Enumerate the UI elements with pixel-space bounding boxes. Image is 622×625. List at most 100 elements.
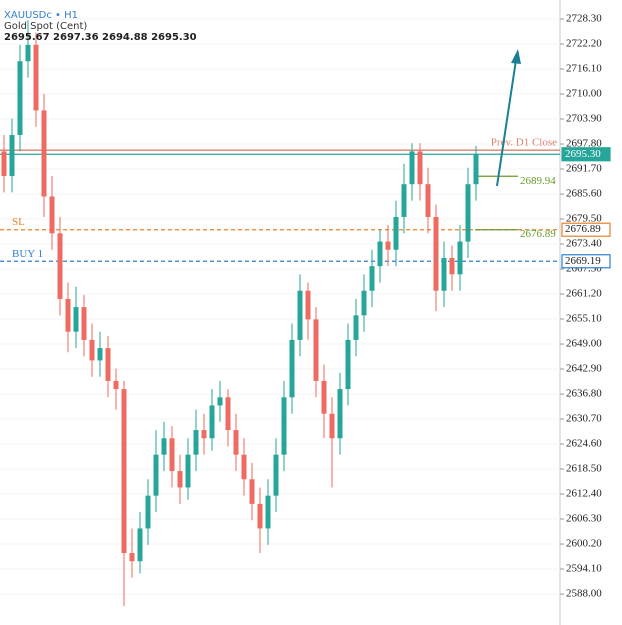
- candle-body: [217, 397, 223, 406]
- candle-body: [289, 339, 295, 398]
- candle-body: [457, 241, 463, 275]
- candle-body: [425, 184, 431, 217]
- y-tick-label: 2606.30: [566, 513, 602, 525]
- y-tick-label: 2673.40: [566, 238, 602, 250]
- candle-body: [321, 380, 327, 414]
- candle-body: [241, 454, 247, 480]
- candle-body: [369, 266, 375, 291]
- candle-body: [433, 216, 439, 291]
- candles: [1, 20, 479, 607]
- candle-body: [393, 216, 399, 250]
- candle-body: [209, 405, 215, 439]
- arrow-head: [511, 49, 521, 64]
- price-box: [561, 147, 611, 162]
- y-tick-label: 2618.50: [566, 463, 602, 475]
- candle-body: [41, 110, 47, 197]
- candle-body: [169, 438, 175, 472]
- y-tick-label: 2661.20: [566, 288, 602, 300]
- candle-body: [49, 196, 55, 234]
- candle-body: [57, 233, 63, 299]
- y-tick-label: 2655.10: [566, 313, 602, 325]
- candle-body: [65, 298, 71, 332]
- candle-body: [441, 257, 447, 291]
- y-tick-label: 2728.30: [566, 13, 602, 25]
- candle-body: [233, 430, 239, 455]
- y-tick-label: 2594.10: [566, 563, 602, 575]
- candle-body: [265, 495, 271, 529]
- y-tick-label: 2649.00: [566, 338, 602, 350]
- arrow: [496, 49, 521, 187]
- price-box-label: 2695.30: [565, 148, 601, 160]
- y-tick-label: 2600.20: [566, 538, 602, 550]
- candle-body: [337, 389, 343, 439]
- candle-body: [313, 319, 319, 381]
- y-tick-label: 2636.80: [566, 388, 602, 400]
- candle-body: [257, 503, 263, 529]
- price-box-label: 2669.19: [565, 255, 601, 267]
- candle-body: [89, 339, 95, 361]
- candle-body: [225, 397, 231, 431]
- candle-body: [25, 44, 31, 62]
- price-box: [561, 254, 611, 269]
- target-label: 2689.94: [520, 175, 556, 187]
- y-tick-label: 2691.70: [566, 163, 602, 175]
- symbol-subtitle: Gold Spot (Cent): [4, 21, 87, 32]
- y-tick-label: 2679.50: [566, 213, 602, 225]
- candle-body: [1, 151, 7, 176]
- candle-body: [305, 290, 311, 320]
- candle-body: [345, 339, 351, 390]
- target-label: 2676.89: [520, 228, 556, 240]
- y-tick-label: 2722.20: [566, 38, 602, 50]
- candle-body: [177, 471, 183, 488]
- candle-body: [129, 553, 135, 562]
- candle-body: [201, 430, 207, 439]
- candle-body: [409, 151, 415, 185]
- symbol-title: XAUUSDc • H1: [4, 10, 78, 21]
- candle-body: [353, 315, 359, 340]
- grid: [0, 18, 560, 595]
- candle-body: [161, 438, 167, 455]
- candle-body: [401, 184, 407, 217]
- candle-body: [417, 151, 423, 185]
- y-tick-label: 2685.60: [566, 188, 602, 200]
- y-tick-label: 2588.00: [566, 588, 602, 600]
- candle-body: [465, 184, 471, 242]
- candle-body: [193, 430, 199, 455]
- candle-body: [449, 257, 455, 275]
- candle-body: [473, 154, 479, 185]
- candle-body: [249, 479, 255, 504]
- y-tick-label: 2612.40: [566, 488, 602, 500]
- candle-body: [137, 528, 143, 562]
- price-lines: Prev. D1 Close SL BUY 1 2689.94 2676.89: [0, 137, 560, 262]
- candle-body: [361, 290, 367, 316]
- candle-body: [9, 135, 15, 176]
- candle-body: [273, 454, 279, 496]
- candle-body: [105, 348, 111, 381]
- candle-body: [185, 454, 191, 488]
- candle-body: [113, 380, 119, 390]
- price-box-label: 2676.89: [565, 223, 601, 235]
- candle-body: [145, 495, 151, 529]
- y-tick-label: 2624.60: [566, 438, 602, 450]
- candle-body: [121, 389, 127, 554]
- y-tick-label: 2697.80: [566, 138, 602, 150]
- y-tick-label: 2716.10: [566, 63, 602, 75]
- candle-body: [153, 454, 159, 496]
- price-line-name: SL: [12, 216, 25, 228]
- candle-body: [73, 307, 79, 332]
- candle-body: [281, 397, 287, 455]
- price-box: [561, 222, 611, 237]
- candle-body: [97, 348, 103, 361]
- candle-body: [81, 307, 87, 340]
- candle-body: [329, 413, 335, 439]
- candle-body: [377, 241, 383, 267]
- y-tick-label: 2703.90: [566, 113, 602, 125]
- price-line-name: Prev. D1 Close: [491, 137, 557, 149]
- candle-body: [17, 61, 23, 135]
- y-tick-label: 2630.70: [566, 413, 602, 425]
- y-tick-label: 2642.90: [566, 363, 602, 375]
- arrow-shaft: [496, 59, 517, 187]
- price-line-name: BUY 1: [12, 248, 43, 260]
